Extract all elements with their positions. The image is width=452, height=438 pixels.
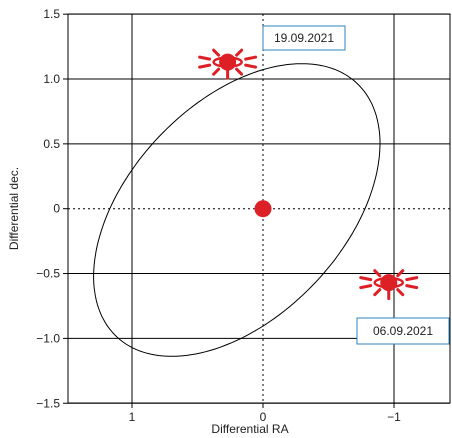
event-label-2-box [356,317,450,345]
orbit-ellipse [93,63,381,357]
event-label-2-text: 06.09.2021 [373,324,433,338]
y-tick-label: −1.5 [36,396,60,410]
flare-ray [212,48,221,57]
x-tick-label: 0 [260,410,267,424]
flare-ray [405,284,419,290]
event-label-1-box [262,25,346,51]
event-markers [198,48,419,301]
axis-ticks: 1.5 1.0 0.5 0 −0.5 −1.0 −1.5 1 0 −1 [36,7,401,424]
flare-ray [405,276,419,282]
x-tick-label: 1 [129,410,136,424]
flare-marker-1 [198,48,258,80]
flare-ray [359,276,373,282]
center-point [254,200,272,218]
y-tick-label: −0.5 [36,267,60,281]
flare-ray [235,67,244,76]
flare-point [380,274,398,292]
y-tick-label: 1.5 [43,7,60,21]
flare-ray [373,269,382,278]
flare-ray [359,284,373,290]
flare-ray [198,63,212,69]
flare-ray [235,48,244,57]
flare-ray [396,288,405,297]
x-tick-label: −1 [387,410,401,424]
flare-ray [198,55,212,61]
flare-point [219,53,237,71]
y-axis-label: Differential dec. [7,167,21,250]
y-tick-label: −1.0 [36,331,60,345]
flare-ray [373,288,382,297]
y-tick-label: 1.0 [43,72,60,86]
event-label-1: 19.09.2021 [262,25,346,51]
event-label-1-text: 19.09.2021 [274,31,334,45]
flare-marker-2 [359,269,419,301]
flare-ray [244,55,258,61]
x-axis-label: Differential RA [211,422,288,436]
y-tick-label: 0 [53,202,60,216]
flare-ray [212,67,221,76]
flare-ray [244,63,258,69]
event-label-2: 06.09.2021 [356,317,450,345]
y-tick-label: 0.5 [43,137,60,151]
flare-ray [396,269,405,278]
